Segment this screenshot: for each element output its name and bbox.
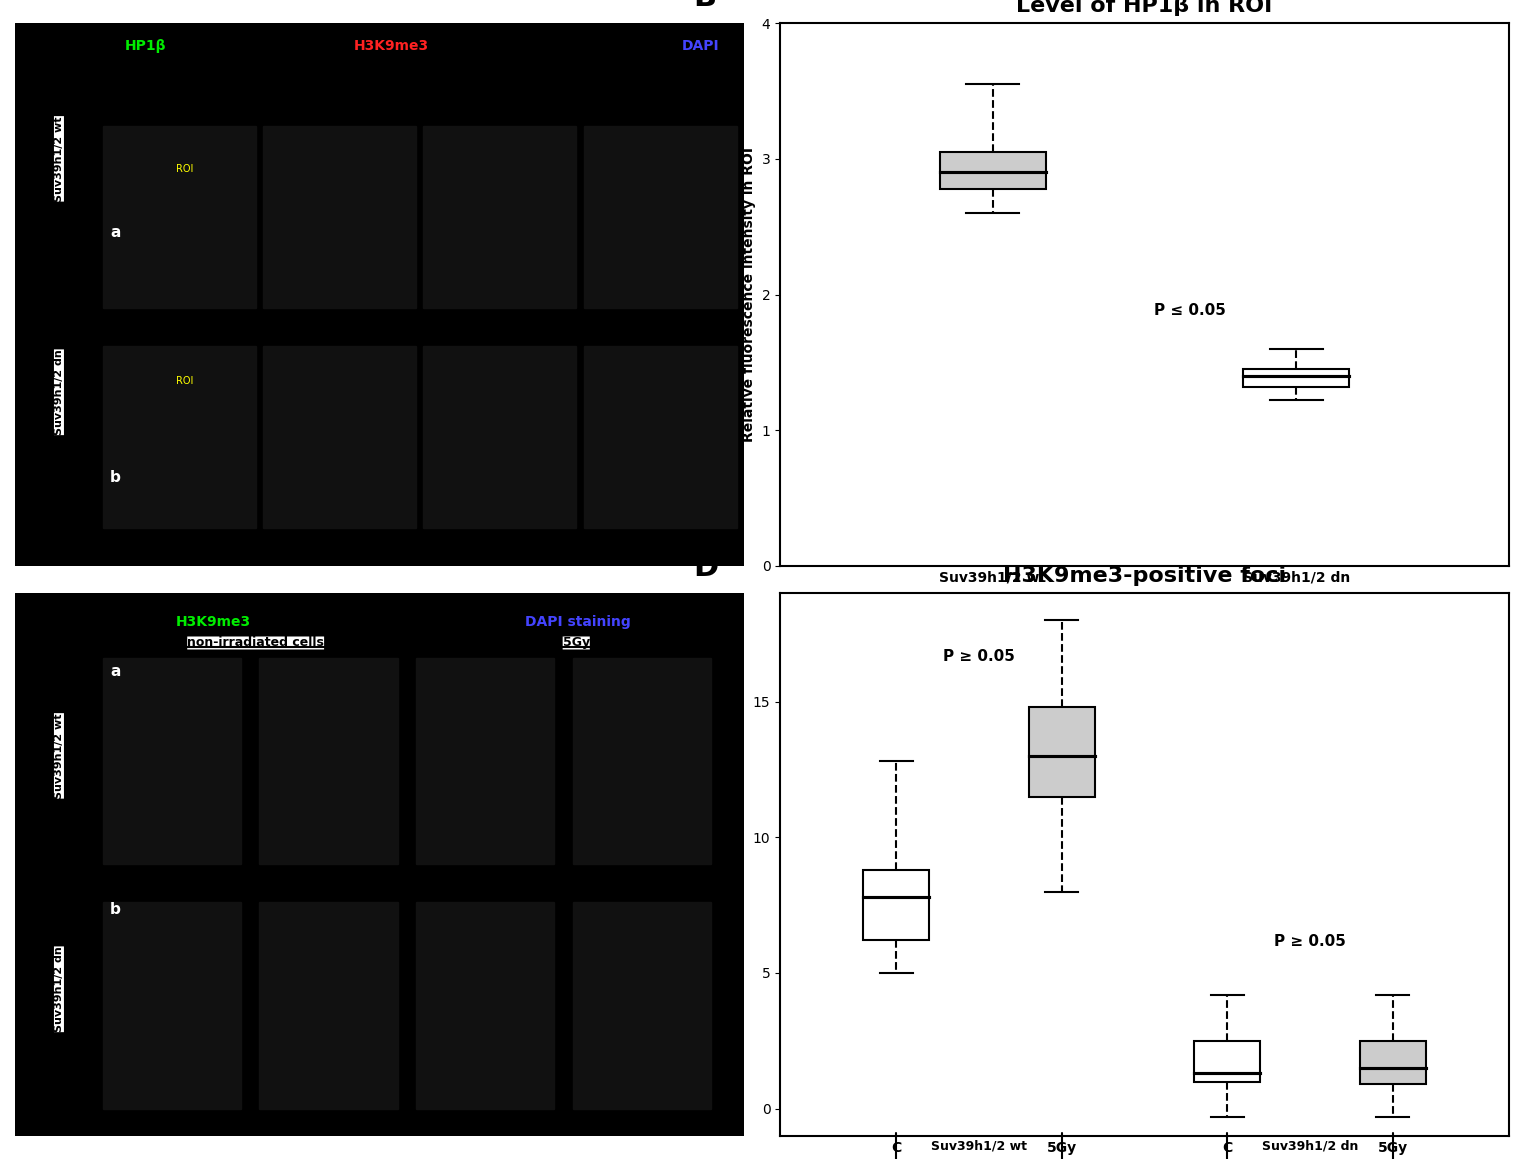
Bar — [573, 658, 712, 865]
Bar — [573, 903, 712, 1109]
Text: P ≤ 0.05: P ≤ 0.05 — [1154, 302, 1225, 318]
Bar — [424, 126, 576, 308]
Text: b: b — [110, 469, 120, 484]
Bar — [102, 658, 241, 865]
Text: 5Gy: 5Gy — [562, 636, 590, 649]
Bar — [584, 126, 736, 308]
Text: / merge: / merge — [812, 39, 872, 53]
Text: /: / — [584, 39, 597, 53]
Text: P ≥ 0.05: P ≥ 0.05 — [943, 649, 1015, 664]
Text: Suv39h1/2 dn: Suv39h1/2 dn — [53, 947, 64, 1033]
Text: Suv39h1/2 dn: Suv39h1/2 dn — [53, 349, 64, 435]
Text: b: b — [110, 903, 120, 918]
Text: Suv39h1/2 wt: Suv39h1/2 wt — [931, 1139, 1027, 1152]
Bar — [1244, 370, 1349, 387]
Text: Suv39h1/2 wt: Suv39h1/2 wt — [53, 116, 64, 202]
Text: /: / — [256, 39, 270, 53]
Bar — [259, 658, 398, 865]
Bar — [102, 126, 256, 308]
Text: C: C — [30, 610, 52, 639]
Bar — [264, 126, 416, 308]
Text: B: B — [693, 0, 716, 13]
Y-axis label: Relative fluorescence intensity in ROI: Relative fluorescence intensity in ROI — [742, 147, 756, 442]
Text: ROI: ROI — [175, 376, 194, 386]
Text: ROI: ROI — [175, 165, 194, 174]
Text: /: / — [421, 614, 436, 629]
Bar — [102, 903, 241, 1109]
Text: Suv39h1/2 wt: Suv39h1/2 wt — [53, 713, 64, 799]
Y-axis label: Number of foci: Number of foci — [733, 807, 747, 923]
Text: P ≥ 0.05: P ≥ 0.05 — [1274, 934, 1346, 949]
Bar — [424, 347, 576, 529]
Text: a: a — [110, 664, 120, 679]
Text: non-irradiated cells: non-irradiated cells — [187, 636, 325, 649]
Bar — [863, 870, 930, 940]
Text: D: D — [693, 553, 718, 582]
Bar — [264, 347, 416, 529]
Bar — [584, 347, 736, 529]
Bar — [259, 903, 398, 1109]
Text: A: A — [30, 39, 53, 68]
Bar — [416, 903, 555, 1109]
Title: Level of HP1β in ROI: Level of HP1β in ROI — [1017, 0, 1273, 16]
Bar — [1029, 707, 1094, 796]
Bar — [102, 347, 256, 529]
Text: H3K9me3: H3K9me3 — [354, 39, 430, 53]
Text: HP1β: HP1β — [125, 39, 166, 53]
Text: DAPI staining: DAPI staining — [526, 614, 631, 629]
Text: DAPI: DAPI — [681, 39, 719, 53]
Title: H3K9me3-positive foci: H3K9me3-positive foci — [1003, 566, 1286, 586]
Bar — [940, 152, 1045, 189]
Text: Suv39h1/2 dn: Suv39h1/2 dn — [1262, 1139, 1358, 1152]
Bar — [416, 658, 555, 865]
Text: H3K9me3: H3K9me3 — [175, 614, 250, 629]
Bar — [1195, 1041, 1260, 1081]
Text: a: a — [110, 225, 120, 240]
Bar — [1359, 1041, 1426, 1085]
